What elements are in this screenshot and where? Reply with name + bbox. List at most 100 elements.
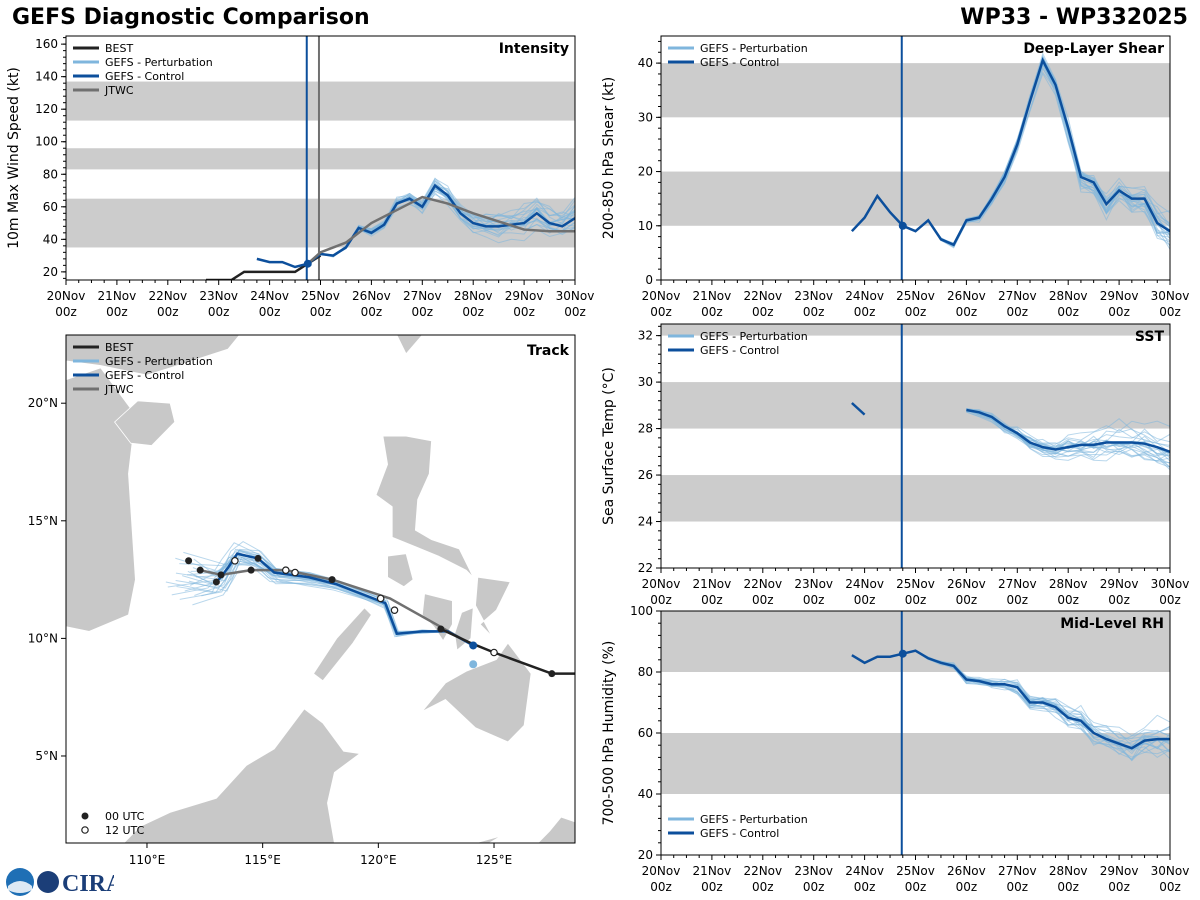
land-mindoro [387,553,414,588]
y-tick-label: 40 [638,787,653,801]
track-marker-00utc [196,566,204,574]
x-tick-label-date: 21Nov [98,289,137,303]
x-tick-label-date: 29Nov [1100,289,1139,303]
map-frame [65,334,576,844]
x-tick-label-time: 00z [1108,305,1130,319]
threshold-band [661,63,1170,118]
legend-label-control: GEFS - Control [700,827,779,840]
x-tick-label-date: 24Nov [845,577,884,591]
intensity-panel: 20 40 60 80 100 120 140 160 20Nov 00z 21Nov 00z 22No… [6,35,595,319]
track-marker-00utc [548,670,556,678]
x-tick-label-time: 00z [650,305,672,319]
jtwc-series-line [306,195,575,265]
legend-label-control: GEFS - Control [700,344,779,357]
legend-label-control: GEFS - Control [105,70,184,83]
y-tick-label: 32 [638,329,653,343]
x-tick-label-date: 27Nov [998,289,1037,303]
land-indochina [66,367,136,687]
track-marker-00utc [437,625,445,633]
legend-label-utc: 00 UTC [105,810,145,823]
x-tick-label-date: 23Nov [199,289,238,303]
track-marker-00utc [212,578,220,586]
legend-label-perturbation: GEFS - Perturbation [105,355,213,368]
panel-title: SST [1135,329,1165,345]
control-init-marker [469,641,478,650]
x-tick-label-date: 20Nov [642,577,681,591]
x-tick-label-date: 24Nov [250,289,289,303]
jtwc-track-line [199,568,474,647]
y-axis-label: 200-850 hPa Shear (kt) [601,77,617,239]
y-tick-label: 20 [638,848,653,862]
x-tick-label-date: 24Nov [845,864,884,878]
y-tick-label: 26 [638,468,653,482]
x-tick-label-time: 00z [1159,593,1181,607]
x-tick-label-time: 00z [1007,593,1029,607]
x-tick-label-date: 21Nov [693,289,732,303]
track-marker-12utc [490,648,498,657]
x-tick-label-date: 29Nov [1100,577,1139,591]
map-area [66,335,575,843]
land-panay-negros [421,593,453,642]
x-tick-label-date: 30Nov [1151,864,1190,878]
control-track-line [217,552,474,647]
x-tick-label-time: 00z [1057,305,1079,319]
lon-tick-label: 110°E [129,853,166,867]
x-tick-label-date: 30Nov [556,289,595,303]
legend-marker-00utc [81,812,89,820]
legend-label-utc: 12 UTC [105,824,145,837]
threshold-band [661,475,1170,522]
x-tick-label-time: 00z [1108,880,1130,894]
y-tick-label: 80 [43,167,58,181]
x-tick-label-time: 00z [752,305,774,319]
y-tick-label: 20 [43,265,58,279]
x-tick-label-time: 00z [55,305,77,319]
x-tick-label-date: 26Nov [947,577,986,591]
x-tick-label-time: 00z [1057,880,1079,894]
legend-label-perturbation: GEFS - Perturbation [105,56,213,69]
x-tick-label-date: 27Nov [998,864,1037,878]
y-tick-label: 160 [35,37,58,51]
x-tick-label-time: 00z [803,880,825,894]
y-tick-label: 60 [638,726,653,740]
y-tick-label: 100 [35,135,58,149]
x-tick-label-time: 00z [462,305,484,319]
y-tick-label: 140 [35,70,58,84]
sst-panel: 22 24 26 28 30 32 20Nov 00z 21Nov 00z 22Nov 00z 23No… [601,323,1189,607]
x-tick-label-date: 23Nov [794,577,833,591]
x-tick-label-date: 28Nov [1049,289,1088,303]
cira-logo-text: CIRA [62,871,114,897]
y-tick-label: 30 [638,110,653,124]
x-tick-label-time: 00z [905,305,927,319]
track-marker-12utc [281,566,290,574]
x-tick-label-time: 00z [701,880,723,894]
x-tick-label-time: 00z [905,880,927,894]
legend-marker-12utc [81,826,89,834]
x-tick-label-time: 00z [956,880,978,894]
x-tick-label-time: 00z [650,880,672,894]
legend-label-jtwc: JTWC [104,84,134,97]
land-halmahera [537,816,575,843]
y-axis-label: Sea Surface Temp (°C) [601,367,617,525]
x-tick-label-date: 28Nov [1049,864,1088,878]
x-tick-label-time: 00z [803,593,825,607]
x-tick-label-date: 26Nov [947,864,986,878]
track-marker-00utc [328,576,336,584]
x-tick-label-date: 26Nov [352,289,391,303]
x-tick-label-time: 00z [259,305,281,319]
lat-tick-label: 20°N [28,396,58,410]
x-tick-label-time: 00z [157,305,179,319]
plot-area [661,324,1170,568]
x-tick-label-time: 00z [106,305,128,319]
legend-label-best: BEST [105,341,133,354]
threshold-band [661,171,1170,226]
init-marker [303,259,312,268]
lat-tick-label: 5°N [35,749,58,763]
track-marker-12utc [390,606,399,614]
y-tick-label: 28 [638,422,653,436]
x-tick-label-date: 27Nov [403,289,442,303]
y-tick-label: 30 [638,375,653,389]
land-luzon [375,435,474,578]
x-tick-label-date: 25Nov [896,577,935,591]
land-hainan [114,400,176,446]
